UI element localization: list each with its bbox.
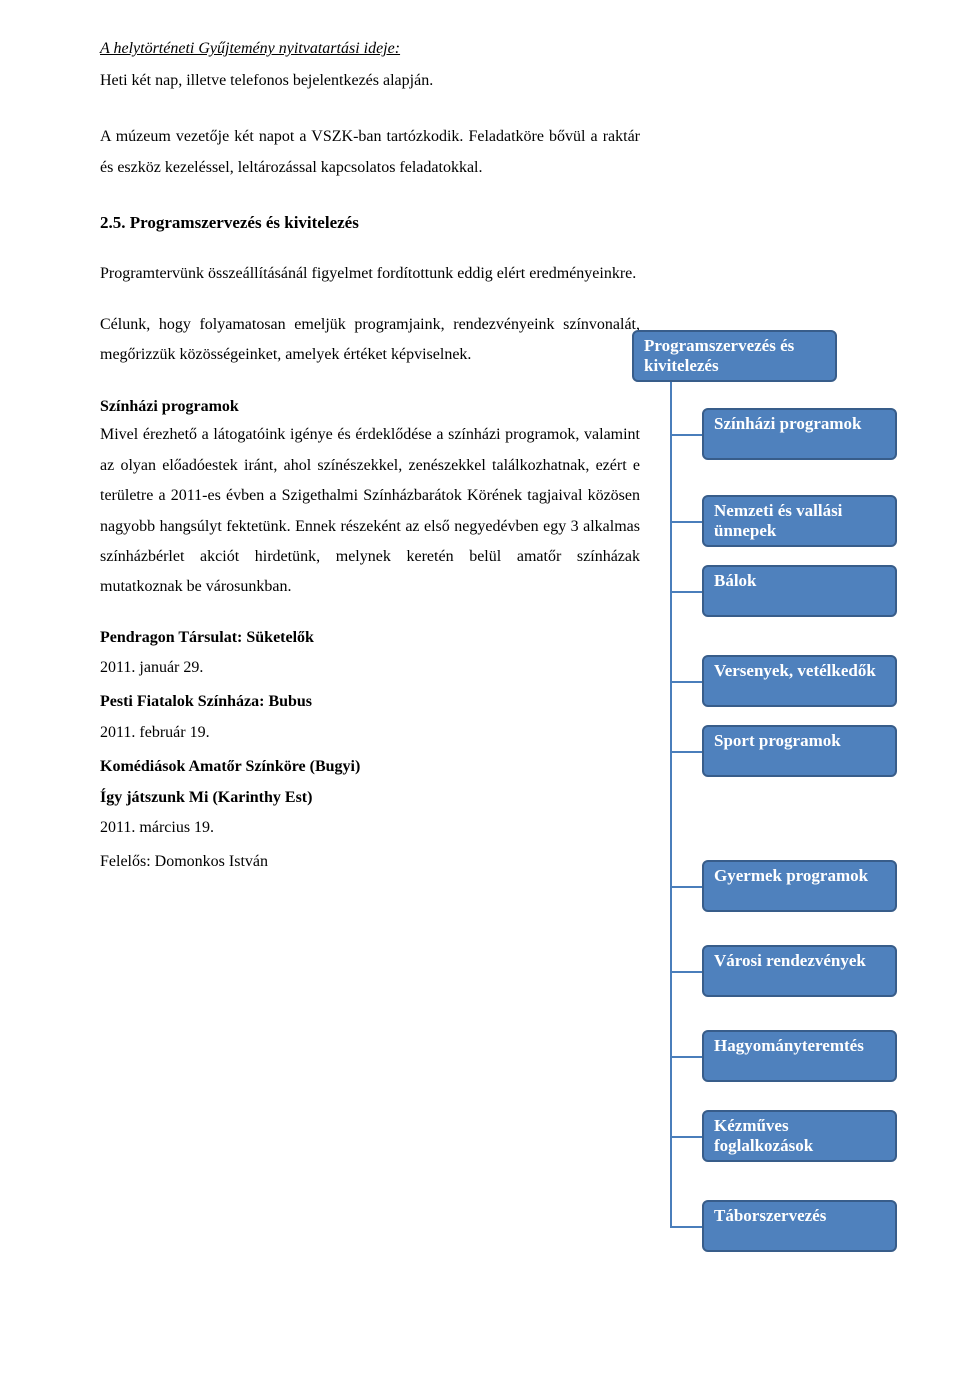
chart-connector [670,434,702,436]
chart-connector [670,591,702,593]
subheading-szinhazi: Színházi programok [100,398,640,416]
event-item: Pendragon Társulat: Süketelők2011. januá… [100,623,640,684]
event-item: Komédiások Amatőr Színköre (Bugyi) [100,752,640,782]
event-date: 2011. március 19. [100,813,640,843]
section-paragraph-2: Célunk, hogy folyamatosan emeljük progra… [100,310,640,371]
event-item: Pesti Fiatalok Színháza: Bubus2011. febr… [100,687,640,748]
event-date: 2011. január 29. [100,653,640,683]
section-paragraph-1: Programtervünk összeállításánál figyelme… [100,259,640,289]
event-item: Így játszunk Mi (Karinthy Est)2011. márc… [100,783,640,844]
chart-node: Sport programok [702,725,897,777]
responsible-line: Felelős: Domonkos István [100,847,640,877]
chart-node: Bálok [702,565,897,617]
intro-title: A helytörténeti Gyűjtemény nyitvatartási… [100,40,640,58]
chart-node: Gyermek programok [702,860,897,912]
chart-node: Táborszervezés [702,1200,897,1252]
section-paragraph-3: Mivel érezhető a látogatóink igénye és é… [100,420,640,602]
chart-connector [670,971,702,973]
chart-node: Hagyományteremtés [702,1030,897,1082]
event-title: Pesti Fiatalok Színháza: Bubus [100,687,640,717]
chart-connector [670,521,702,523]
chart-trunk [670,382,672,1226]
chart-connector [670,1226,702,1228]
chart-connector [670,886,702,888]
chart-node: Versenyek, vetélkedők [702,655,897,707]
events-list: Pendragon Társulat: Süketelők2011. januá… [100,623,640,844]
chart-connector [670,1056,702,1058]
chart-connector [670,751,702,753]
chart-node: Nemzeti és vallási ünnepek [702,495,897,547]
chart-node: Színházi programok [702,408,897,460]
chart-node: Kézműves foglalkozások [702,1110,897,1162]
chart-connector [670,1136,702,1138]
chart-node: Városi rendezvények [702,945,897,997]
chart-connector [670,681,702,683]
intro-paragraph-2: A múzeum vezetője két napot a VSZK-ban t… [100,122,640,183]
event-date: 2011. február 19. [100,718,640,748]
chart-root: Programszervezés és kivitelezés [632,330,837,382]
event-title: Komédiások Amatőr Színköre (Bugyi) [100,752,640,782]
event-title: Így játszunk Mi (Karinthy Est) [100,783,640,813]
event-title: Pendragon Társulat: Süketelők [100,623,640,653]
intro-paragraph-1: Heti két nap, illetve telefonos bejelent… [100,66,640,96]
section-heading: 2.5. Programszervezés és kivitelezés [100,213,640,233]
